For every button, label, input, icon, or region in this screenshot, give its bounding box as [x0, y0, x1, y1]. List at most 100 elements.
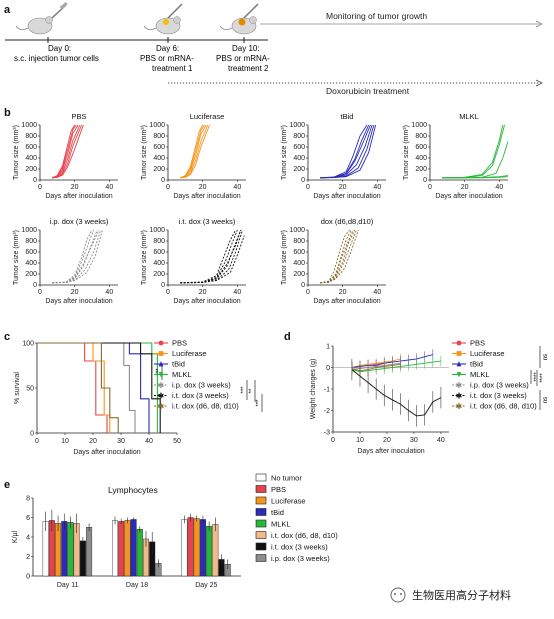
legend-marker	[456, 340, 462, 346]
survival-line	[37, 342, 136, 433]
y-tick-label: 600	[415, 144, 427, 151]
panel-d-letter: d	[284, 331, 291, 343]
survival-line	[37, 342, 119, 433]
legend-marker: ✱	[158, 381, 165, 390]
legend-label: PBS	[172, 339, 187, 348]
legend-marker: ✱	[158, 392, 165, 401]
y-tick-label: 200	[415, 166, 427, 173]
svg-text:s.c. injection tumor cells: s.c. injection tumor cells	[14, 54, 99, 63]
survival-line	[37, 342, 111, 433]
y-tick-label: 200	[293, 271, 305, 278]
x-tick-label: 20	[71, 184, 79, 191]
legend-label: MLKL	[172, 370, 192, 379]
x-tick-label: 20	[89, 438, 97, 445]
watermark-text: 生物医用高分子材料	[412, 588, 511, 602]
y-tick-label: 50	[26, 386, 34, 393]
significance-label: ***	[241, 386, 247, 394]
y-tick-label: 4	[26, 535, 30, 542]
legend-label: MLKL	[470, 370, 490, 379]
y-tick-label: 0	[301, 282, 305, 289]
legend-marker	[456, 351, 462, 356]
legend-marker: ✱	[456, 381, 463, 390]
y-axis-label: % survival	[14, 372, 21, 404]
tumor-growth-chart-4: MLKL 0 200 400 600 800 1000 0 20 40 Days after ino…	[403, 112, 509, 200]
legend-marker	[456, 361, 462, 367]
y-tick-label: 600	[153, 144, 165, 151]
y-tick-label: 400	[293, 155, 305, 162]
significance-label: ***	[256, 399, 262, 407]
bar	[79, 540, 86, 577]
y-tick-label: 1	[326, 344, 330, 351]
y-tick-label: 600	[153, 249, 165, 256]
x-axis-label: Days after inoculation	[173, 298, 240, 305]
y-tick-label: 6	[26, 515, 30, 522]
series-line	[51, 124, 77, 179]
x-tick-label: 40	[233, 184, 241, 191]
y-tick-label: 400	[293, 260, 305, 267]
legend-label: PBS	[271, 485, 286, 494]
legend-swatch	[255, 473, 267, 482]
survival-line	[37, 342, 108, 433]
x-tick-label: 50	[173, 438, 181, 445]
y-tick-label: 600	[293, 249, 305, 256]
y-tick-label: 200	[153, 271, 165, 278]
series-line	[442, 124, 505, 179]
legend-label: i.t. dox (d6, d8, d10)	[271, 531, 338, 540]
svg-text:PBS or mRNA-: PBS or mRNA-	[216, 54, 270, 63]
y-tick-label: 200	[293, 166, 305, 173]
x-axis-label: Days after inoculation	[73, 449, 140, 456]
legend-marker: ✱	[456, 392, 463, 401]
legend-label: tBid	[470, 360, 483, 369]
series-line	[442, 124, 504, 179]
significance-label: ****	[540, 373, 546, 383]
y-tick-label: 1000	[289, 122, 305, 129]
x-axis-label: Days after inoculation	[45, 193, 112, 200]
x-tick-label: 40	[437, 437, 445, 444]
significance-label: **	[249, 388, 255, 393]
series-line	[180, 229, 238, 284]
bar	[130, 519, 137, 577]
legend-marker	[158, 340, 164, 346]
series-line	[180, 229, 243, 284]
survival-line	[37, 342, 161, 433]
legend-swatch	[255, 496, 267, 505]
svg-text:Day 0:: Day 0:	[48, 44, 71, 53]
y-tick-label: 800	[415, 133, 427, 140]
series-line	[51, 124, 76, 179]
tumor-growth-chart-3: tBid 0 200 400 600 800 1000 0 20 40 Days after ino…	[281, 112, 386, 200]
y-tick-label: 400	[415, 155, 427, 162]
y-tick-label: 0	[161, 177, 165, 184]
y-tick-label: 100	[22, 341, 34, 348]
panel-c-letter: c	[4, 331, 10, 343]
x-tick-label: 20	[71, 289, 79, 296]
y-axis-label: Tumor size (mm³)	[141, 125, 148, 180]
legend-marker: ✱	[158, 402, 165, 411]
legend-label: i.t. dox (d6, d8, d10)	[172, 402, 239, 411]
y-tick-label: 0	[33, 177, 37, 184]
x-tick-label: 0	[38, 289, 42, 296]
bar	[124, 520, 131, 577]
svg-text:Day 6:: Day 6:	[156, 44, 179, 53]
y-tick-label: 200	[25, 271, 37, 278]
y-tick-label: 800	[293, 133, 305, 140]
y-tick-label: -2	[324, 408, 330, 415]
series-line	[52, 229, 102, 284]
legend-label: tBid	[271, 508, 284, 517]
panel-b-letter: b	[4, 107, 11, 119]
x-tick-label: 0	[306, 184, 310, 191]
legend-label: No tumor	[271, 474, 302, 483]
legend-swatch	[255, 542, 267, 551]
y-axis-label: K/µl	[12, 530, 19, 543]
y-tick-label: 0	[301, 177, 305, 184]
panel-a: a Monitoring of	[4, 1, 543, 96]
y-tick-label: 1000	[411, 122, 427, 129]
y-tick-label: 600	[25, 144, 37, 151]
y-axis-label: Tumor size (mm³)	[403, 125, 410, 180]
legend-label: tBid	[172, 360, 185, 369]
x-tick-label: 40	[145, 438, 153, 445]
series-line	[180, 124, 211, 179]
